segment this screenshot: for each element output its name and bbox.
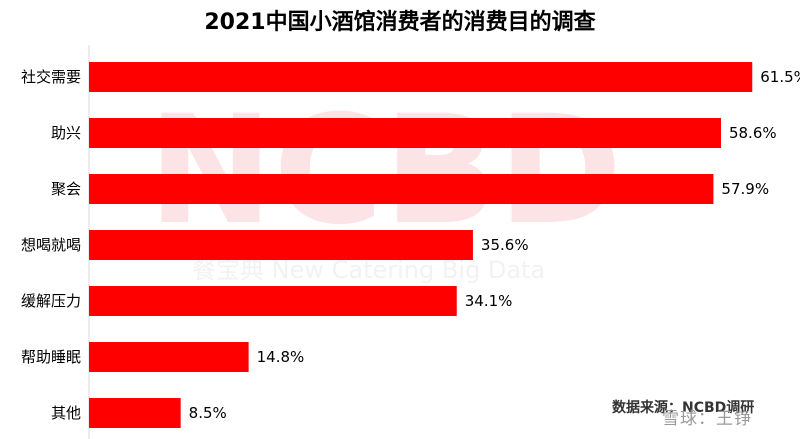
bars-group: 社交需要 61.5% 助兴 58.6% 聚会 57.9% 想喝就喝 35.6% 缓解压力 34.1… [21, 62, 800, 428]
bar-2 [89, 118, 721, 148]
chart-title: 2021中国小酒馆消费者的消费目的调查 [204, 10, 596, 35]
value-label-3: 57.9% [721, 180, 769, 198]
watermark-logo: NCBD [148, 84, 622, 258]
category-label-4: 想喝就喝 [21, 236, 81, 254]
bar-5 [89, 286, 457, 316]
category-label-2: 助兴 [51, 124, 81, 142]
category-label-5: 缓解压力 [21, 292, 81, 310]
value-label-4: 35.6% [481, 236, 529, 254]
value-label-1: 61.5% [760, 68, 800, 86]
bar-6 [89, 342, 249, 372]
value-label-5: 34.1% [465, 292, 513, 310]
category-label-1: 社交需要 [21, 68, 81, 86]
bar-3 [89, 174, 714, 204]
source-note: 数据来源：NCBD调研 [612, 400, 755, 416]
watermark: NCBD 餐宝典 New Catering Big Data [148, 84, 622, 284]
value-label-7: 8.5% [189, 404, 227, 422]
bar-4 [89, 230, 473, 260]
bar-7 [89, 398, 181, 428]
watermark-text: 餐宝典 New Catering Big Data [192, 256, 545, 284]
credit-watermark: 雪球：王铮 [662, 409, 752, 429]
category-label-6: 帮助睡眠 [21, 348, 81, 366]
bar-1 [89, 62, 753, 92]
category-label-3: 聚会 [51, 180, 81, 198]
category-label-7: 其他 [51, 404, 81, 422]
value-label-6: 14.8% [257, 348, 305, 366]
value-label-2: 58.6% [729, 124, 777, 142]
